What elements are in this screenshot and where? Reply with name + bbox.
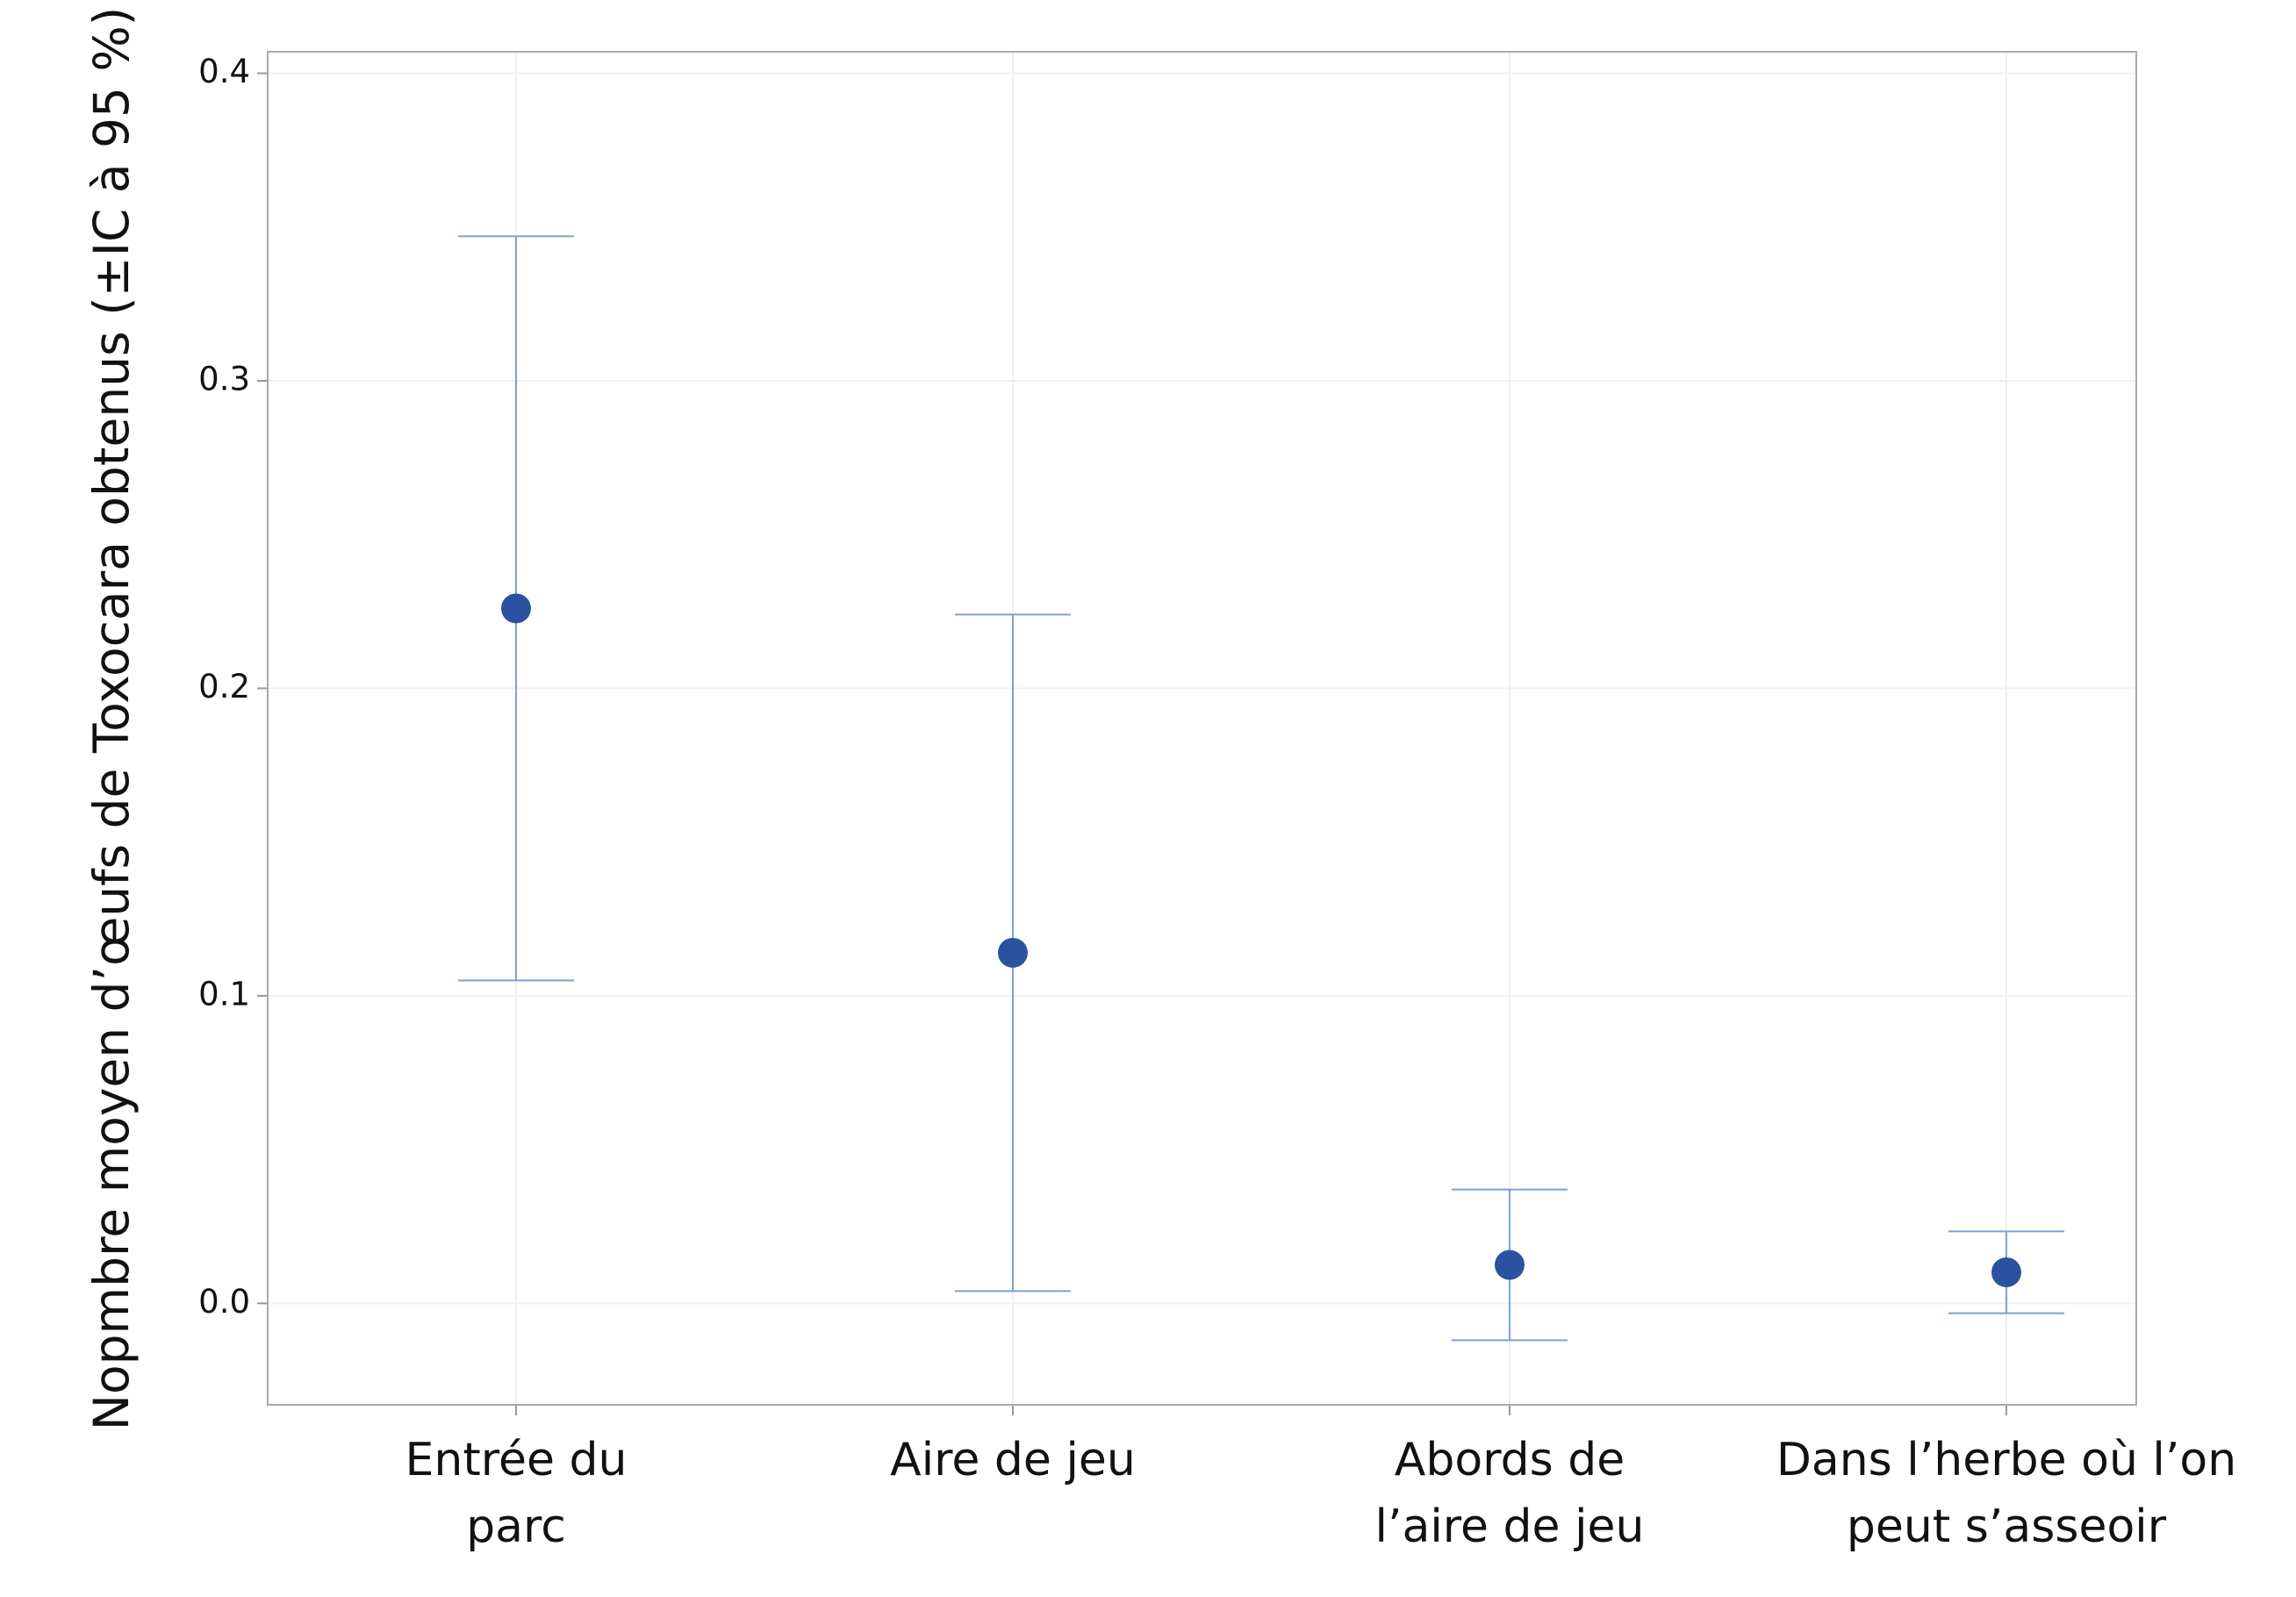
point bbox=[501, 593, 531, 624]
x-tick-label: Dans l’herbe où l’on peut s’asseoir bbox=[1776, 1434, 2236, 1553]
x-tick-label: Aire de jeu bbox=[890, 1434, 1136, 1486]
x-tick-label: Abords de l’aire de jeu bbox=[1375, 1434, 1645, 1553]
y-tick-label: 0.2 bbox=[198, 668, 250, 705]
y-tick-label: 0.3 bbox=[198, 360, 250, 397]
point bbox=[998, 937, 1028, 968]
x-tick-label: Entrée du parc bbox=[405, 1434, 628, 1553]
y-tick-label: 0.4 bbox=[198, 53, 250, 90]
point bbox=[1495, 1250, 1525, 1280]
point bbox=[1991, 1257, 2021, 1287]
plot-frame bbox=[267, 51, 2137, 1406]
y-axis-label: Nopmbre moyen d’œufs de Toxocara obtenus… bbox=[83, 7, 140, 1430]
y-tick-label: 0.1 bbox=[198, 975, 250, 1013]
y-tick-label: 0.0 bbox=[198, 1283, 250, 1321]
